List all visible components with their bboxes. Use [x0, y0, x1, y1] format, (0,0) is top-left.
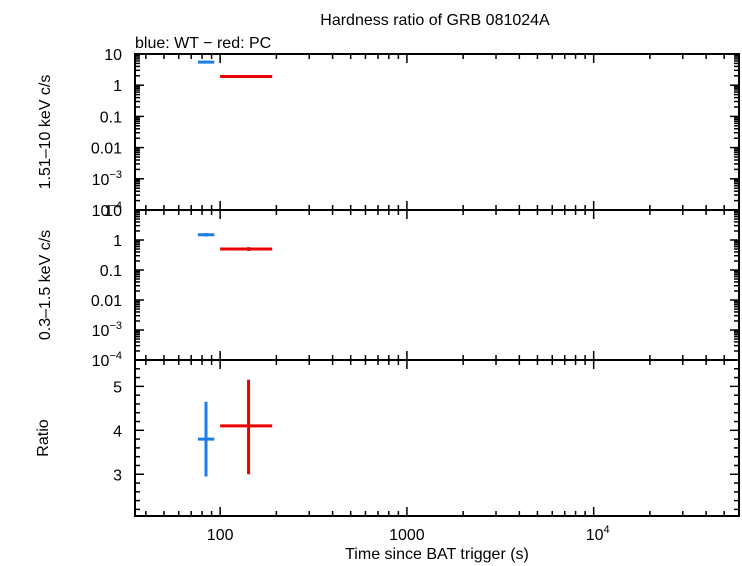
y-tick-label: 10−3: [92, 169, 122, 189]
y-tick-label: 10−4: [92, 200, 122, 220]
y-tick-label: 0.01: [91, 141, 122, 158]
panel-frame: [134, 209, 740, 361]
x-tick-label-base: 10: [586, 527, 604, 544]
data-point-wt: [197, 233, 215, 237]
y-tick-label-exponent: −3: [109, 169, 122, 181]
y-tick-label: 10−3: [92, 320, 122, 340]
chart-subtitle: blue: WT − red: PC: [135, 35, 271, 52]
x-ticks: [145, 54, 740, 210]
y-tick-label: 4: [113, 423, 122, 440]
y-tick-label: 5: [113, 379, 122, 396]
y-tick-label-base: 0.01: [91, 141, 122, 158]
panel-ratio: 5 4 3 Ratio: [35, 359, 740, 517]
y-tick-label-exponent: −4: [109, 350, 122, 362]
y-tick-label: 0.1: [100, 109, 122, 126]
y-tick-label-base: 10: [92, 323, 110, 340]
x-tick-label-base: 100: [207, 527, 234, 544]
x-ticks: [145, 210, 740, 360]
y-ticks: [135, 359, 739, 511]
y-tick-label-base: 0.01: [91, 293, 122, 310]
y-tick-label: 0.01: [91, 293, 122, 310]
y-ticks: [135, 209, 739, 361]
y-tick-label-base: 10: [92, 172, 110, 189]
x-axis-label: Time since BAT trigger (s): [345, 546, 529, 563]
x-ticks: [145, 360, 740, 516]
y-tick-label-exponent: −3: [109, 320, 122, 332]
y-ticks: [135, 53, 739, 211]
x-tick-label-exponent: 4: [604, 524, 610, 536]
y-tick-label-exponent: −4: [109, 200, 122, 212]
y-tick-label-base: 1: [113, 233, 122, 250]
y-tick-label-base: 0.1: [100, 109, 122, 126]
y-axis-label: 0.3–1.5 keV c/s: [37, 230, 54, 340]
y-axis-label: 1.51–10 keV c/s: [37, 75, 54, 190]
data-point-pc: [220, 379, 273, 475]
y-tick-label-base: 5: [113, 379, 122, 396]
y-tick-label-base: 10: [92, 353, 110, 370]
panel-frame: [134, 359, 740, 517]
y-tick-label: 10: [104, 203, 122, 220]
y-tick-label: 1: [113, 233, 122, 250]
y-tick-label: 3: [113, 467, 122, 484]
y-tick-label: 1: [113, 78, 122, 95]
data-point-pc: [220, 247, 273, 251]
y-tick-label-base: 10: [104, 203, 122, 220]
y-tick-label-base: 1: [113, 78, 122, 95]
data-point-wt: [197, 401, 215, 477]
y-tick-label-base: 4: [113, 423, 122, 440]
y-tick-label: 0.1: [100, 263, 122, 280]
y-tick-label-base: 10: [92, 203, 110, 220]
x-tick-label: 100: [207, 527, 234, 544]
y-tick-label: 10−4: [92, 350, 122, 370]
data-point-pc: [220, 75, 273, 79]
x-tick-label: 1000: [389, 527, 425, 544]
x-tick-label: 104: [586, 524, 610, 544]
x-tick-label-base: 1000: [389, 527, 425, 544]
data-point-wt: [197, 60, 215, 64]
y-axis-label: Ratio: [35, 419, 52, 456]
y-tick-label: 10: [104, 47, 122, 64]
y-tick-label-base: 3: [113, 467, 122, 484]
y-tick-label-base: 10: [104, 47, 122, 64]
y-tick-label-base: 0.1: [100, 263, 122, 280]
chart-title: Hardness ratio of GRB 081024A: [320, 12, 550, 29]
